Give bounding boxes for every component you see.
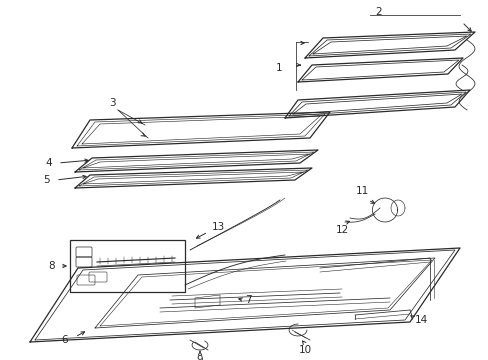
Text: 13: 13	[211, 222, 224, 232]
Text: 10: 10	[298, 345, 311, 355]
Text: 1: 1	[275, 63, 282, 73]
Text: 9: 9	[196, 355, 203, 360]
Text: 11: 11	[355, 186, 368, 196]
Text: 2: 2	[374, 7, 381, 17]
Text: 4: 4	[45, 158, 52, 168]
Text: 7: 7	[244, 295, 251, 305]
Text: 6: 6	[61, 335, 68, 345]
Text: 8: 8	[48, 261, 55, 271]
Text: 12: 12	[335, 225, 348, 235]
Text: 5: 5	[43, 175, 50, 185]
Text: 3: 3	[108, 98, 115, 108]
Text: 14: 14	[414, 315, 427, 325]
Bar	[70, 240, 184, 292]
